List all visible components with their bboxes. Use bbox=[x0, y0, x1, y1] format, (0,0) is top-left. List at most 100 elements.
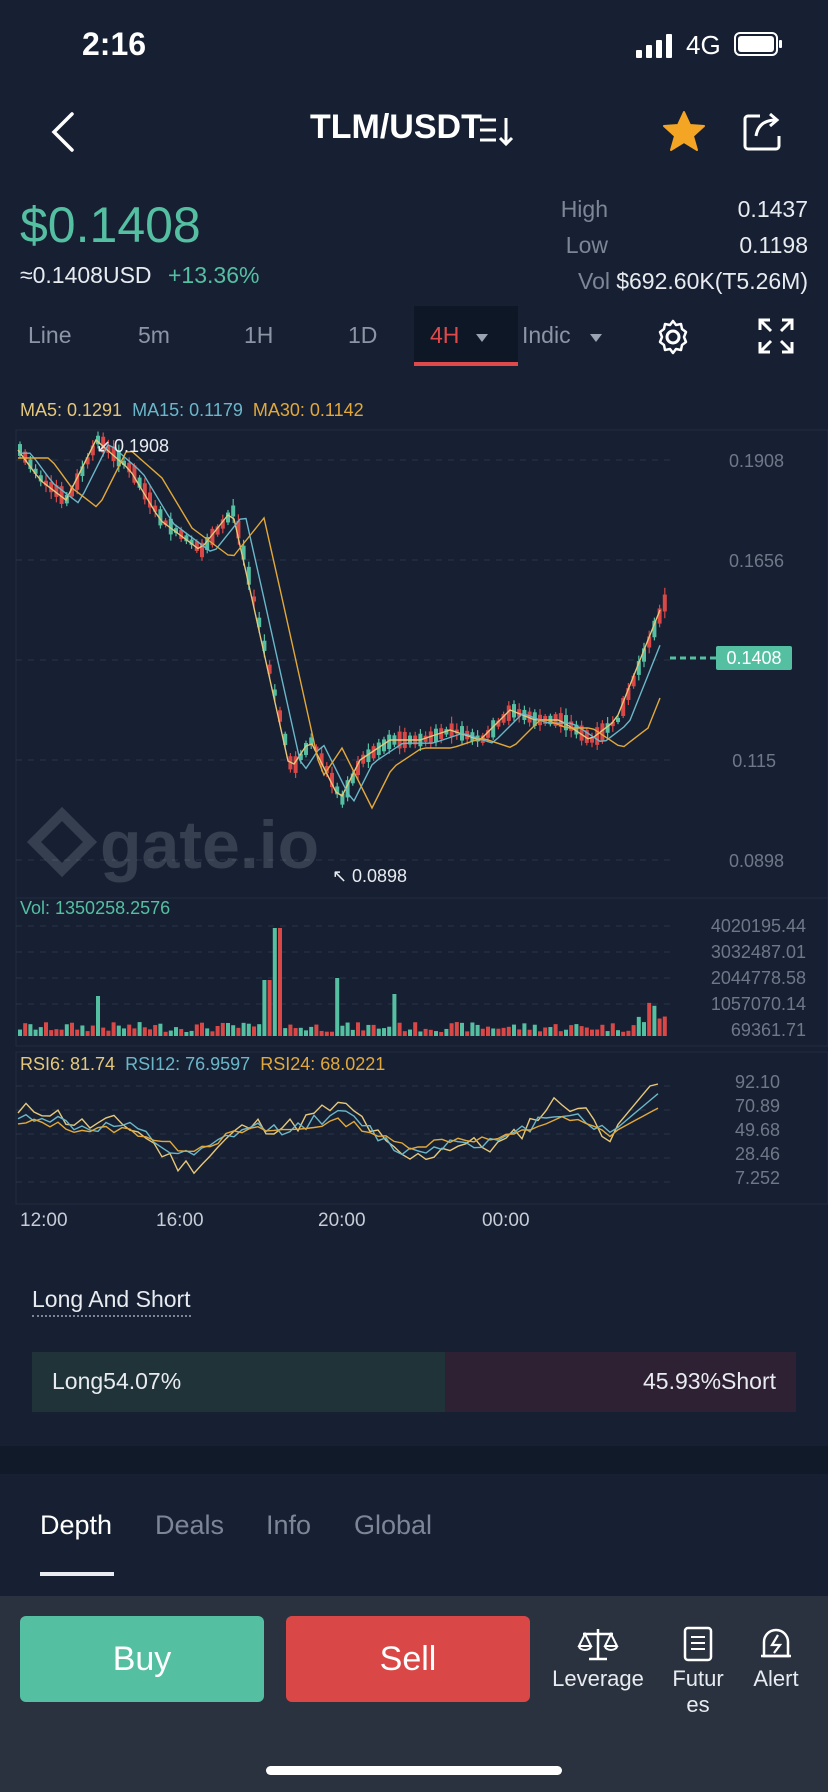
volume-bar bbox=[85, 1031, 90, 1036]
volume-bar bbox=[361, 1030, 366, 1036]
volume-bar bbox=[397, 1022, 402, 1036]
candle bbox=[345, 780, 350, 798]
vol-axis-label: 2044778.58 bbox=[711, 968, 806, 988]
volume-bar bbox=[579, 1026, 584, 1036]
candle bbox=[340, 793, 345, 805]
time-axis-label: 20:00 bbox=[318, 1210, 366, 1231]
tab-deals[interactable]: Deals bbox=[155, 1510, 225, 1540]
volume-bar bbox=[293, 1028, 298, 1036]
long-short-title[interactable]: Long And Short bbox=[32, 1286, 191, 1317]
candle bbox=[600, 723, 605, 741]
kline-chart[interactable]: gate.io ↙ 0.1908 ↖ 0.0898 0.1908 0.1656 … bbox=[0, 420, 828, 1210]
market-detail-tabs: Depth Deals Info Global bbox=[0, 1474, 828, 1594]
candle bbox=[361, 754, 366, 764]
candle bbox=[382, 739, 386, 752]
volume-bar bbox=[423, 1028, 428, 1036]
tab-4h[interactable] bbox=[414, 306, 518, 366]
volume-bar bbox=[75, 1029, 80, 1036]
volume-legend: Vol: 1350258.2576 bbox=[20, 898, 171, 918]
volume-bar bbox=[319, 1030, 324, 1036]
volume-bar bbox=[23, 1023, 28, 1036]
document-icon bbox=[683, 1626, 713, 1662]
candle bbox=[314, 746, 319, 751]
ma-line bbox=[17, 438, 661, 798]
volume-bar bbox=[517, 1029, 522, 1036]
last-price: $0.1408 bbox=[20, 197, 201, 253]
sell-button[interactable]: Sell bbox=[286, 1616, 530, 1702]
leverage-button[interactable]: Leverage bbox=[548, 1626, 648, 1692]
volume-bar bbox=[553, 1024, 558, 1036]
tab-indicators[interactable]: Indic bbox=[522, 322, 571, 348]
volume-bar bbox=[538, 1031, 542, 1036]
volume-bar bbox=[210, 1031, 215, 1036]
candle bbox=[96, 435, 100, 445]
price-axis-label: 0.115 bbox=[732, 751, 776, 771]
tab-1h[interactable]: 1H bbox=[244, 322, 274, 348]
gate-logo-watermark: gate.io bbox=[26, 806, 319, 883]
candle bbox=[163, 520, 168, 525]
tab-5m[interactable]: 5m bbox=[138, 322, 170, 348]
tab-1d[interactable]: 1D bbox=[348, 322, 378, 348]
candle bbox=[210, 528, 215, 546]
volume-bar bbox=[215, 1025, 220, 1036]
volume-bar bbox=[506, 1026, 511, 1036]
rsi-axis-label: 7.252 bbox=[735, 1168, 780, 1188]
tab-depth[interactable]: Depth bbox=[40, 1510, 113, 1540]
buy-button[interactable]: Buy bbox=[20, 1616, 264, 1702]
time-axis-label: 00:00 bbox=[482, 1210, 530, 1231]
volume-bar bbox=[480, 1028, 485, 1036]
watermark-text: gate.io bbox=[100, 807, 319, 883]
candle bbox=[75, 473, 80, 490]
candle bbox=[158, 509, 163, 526]
volume-bar bbox=[59, 1029, 64, 1036]
volume-bar bbox=[44, 1022, 48, 1036]
gear-icon[interactable] bbox=[654, 318, 692, 356]
candle bbox=[371, 746, 376, 759]
candle bbox=[226, 512, 230, 523]
long-short-bar: Long54.07% 45.93%Short bbox=[32, 1352, 796, 1412]
home-indicator bbox=[266, 1766, 562, 1775]
volume-bar bbox=[246, 1023, 251, 1036]
ma15-value: MA15: 0.1179 bbox=[132, 400, 243, 420]
rsi-line bbox=[17, 1107, 659, 1153]
favorite-star-icon[interactable] bbox=[662, 110, 706, 152]
candle bbox=[356, 760, 360, 776]
volume-bar bbox=[371, 1024, 376, 1036]
ma-legend: MA5: 0.1291 MA15: 0.1179 MA30: 0.1142 bbox=[20, 400, 364, 421]
candle bbox=[80, 466, 85, 477]
candle bbox=[28, 459, 33, 470]
futures-button[interactable]: Futur es bbox=[664, 1626, 732, 1718]
volume-bar bbox=[413, 1022, 418, 1036]
tab-line[interactable]: Line bbox=[28, 322, 72, 348]
volume-bar bbox=[54, 1029, 59, 1036]
candle bbox=[127, 462, 132, 473]
min-arrow-icon: ↖ bbox=[332, 866, 347, 886]
price-change: +13.36% bbox=[168, 262, 260, 288]
candle bbox=[215, 526, 220, 535]
volume-bar bbox=[304, 1030, 308, 1036]
fullscreen-icon[interactable] bbox=[758, 318, 794, 354]
candle bbox=[506, 705, 511, 721]
max-arrow-icon: ↙ bbox=[96, 436, 111, 456]
vol-axis-label: 4020195.44 bbox=[711, 916, 806, 936]
tab-info[interactable]: Info bbox=[266, 1510, 312, 1540]
active-tab-underline bbox=[414, 362, 518, 366]
candle bbox=[527, 711, 532, 723]
back-icon[interactable] bbox=[44, 110, 84, 154]
pair-title[interactable]: TLM/USDT bbox=[310, 108, 482, 146]
sort-icon[interactable] bbox=[478, 114, 514, 148]
volume-bar bbox=[564, 1029, 568, 1036]
candle bbox=[293, 756, 298, 773]
candle bbox=[558, 713, 563, 727]
candle bbox=[283, 733, 288, 746]
volume-bar bbox=[101, 1027, 106, 1036]
volume-bar bbox=[595, 1029, 600, 1036]
long-percent: Long54.07% bbox=[52, 1368, 182, 1394]
share-icon[interactable] bbox=[742, 110, 784, 152]
volume-bar bbox=[475, 1024, 480, 1036]
volume-bar bbox=[610, 1023, 615, 1036]
tab-global[interactable]: Global bbox=[354, 1510, 433, 1540]
alert-button[interactable]: Alert bbox=[744, 1626, 808, 1692]
scale-icon bbox=[577, 1629, 619, 1661]
volume-bar bbox=[465, 1031, 470, 1036]
